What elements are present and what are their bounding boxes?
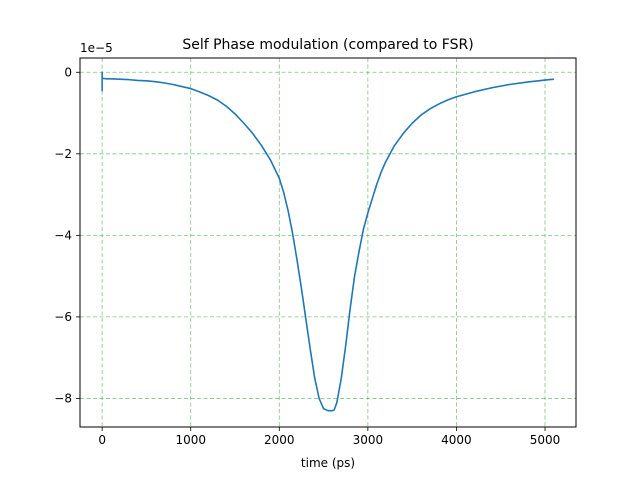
x-axis: 0 1000 2000 3000 4000 5000 xyxy=(98,427,560,447)
chart-title: Self Phase modulation (compared to FSR) xyxy=(182,37,473,53)
x-tick-label: 0 xyxy=(98,433,106,447)
y-tick-label: −6 xyxy=(54,310,72,324)
y-tick-label: −2 xyxy=(54,147,72,161)
x-tick-label: 4000 xyxy=(441,433,472,447)
y-axis: 0 −2 −4 −6 −8 xyxy=(54,65,80,405)
y-tick-label: −8 xyxy=(54,391,72,405)
x-tick-label: 3000 xyxy=(353,433,384,447)
axes-frame xyxy=(79,57,577,428)
y-tick-label: −4 xyxy=(54,228,72,242)
y-tick-label: 0 xyxy=(64,65,72,79)
x-axis-label: time (ps) xyxy=(301,456,355,470)
series-line-0 xyxy=(101,71,554,412)
plot-area xyxy=(101,71,554,412)
x-tick-label: 2000 xyxy=(264,433,295,447)
y-offset-label: 1e−5 xyxy=(80,41,113,55)
x-tick-label: 1000 xyxy=(175,433,206,447)
grid xyxy=(80,58,576,427)
x-tick-label: 5000 xyxy=(530,433,561,447)
